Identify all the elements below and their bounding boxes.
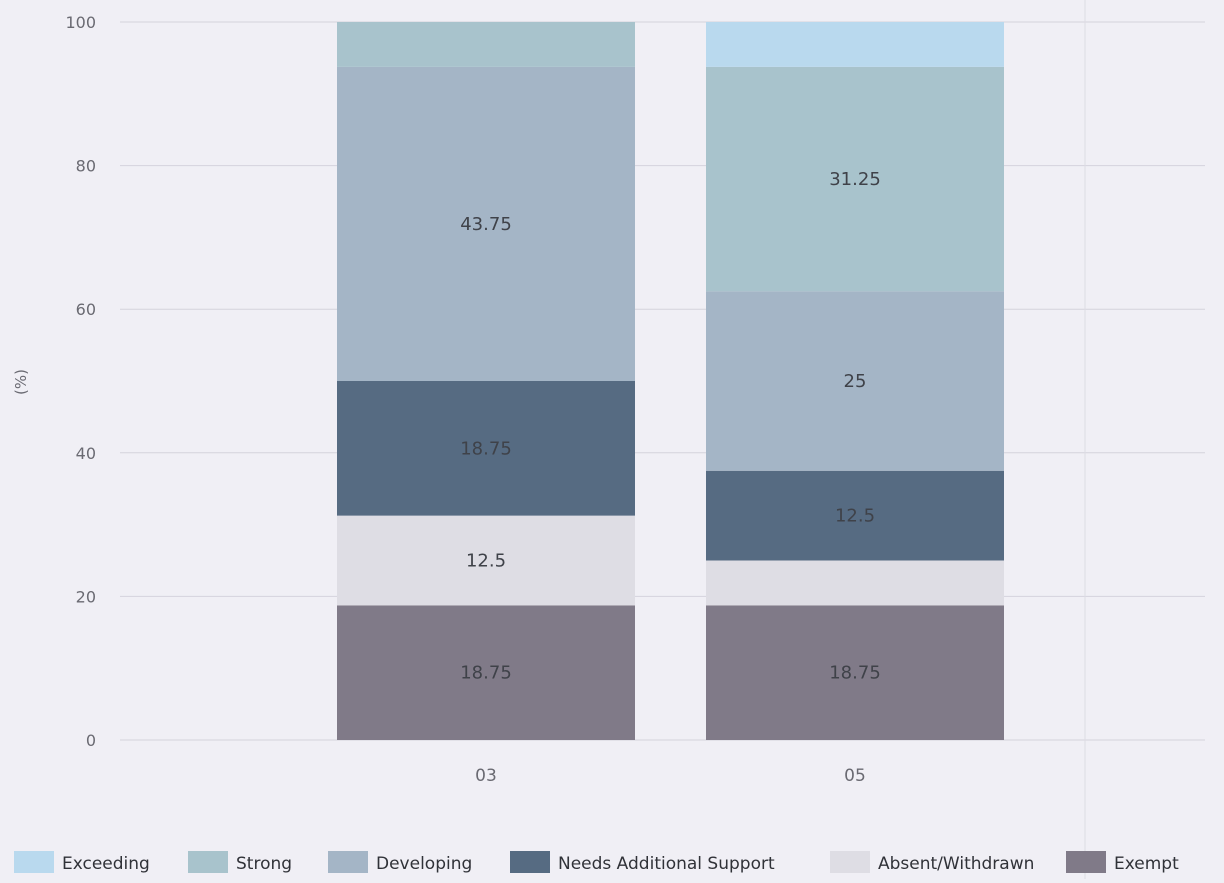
legend-swatch <box>188 851 228 873</box>
axes: (%) 0 20 40 60 80 100 03 05 <box>12 13 866 786</box>
y-tick-label: 20 <box>76 587 96 606</box>
legend-swatch <box>1066 851 1106 873</box>
bars <box>337 22 1004 740</box>
bar-segment-developing-03 <box>337 66 635 381</box>
legend-label: Strong <box>236 854 292 874</box>
bar-segment-needs-additional-support-03 <box>337 381 635 516</box>
legend-swatch <box>510 851 550 873</box>
y-tick-label: 0 <box>86 731 96 750</box>
data-label: 25 <box>844 371 867 392</box>
legend-swatch <box>14 851 54 873</box>
y-tick-label: 100 <box>65 13 96 32</box>
y-axis-title: (%) <box>12 369 30 395</box>
bar-segment-exempt-05 <box>706 605 1004 740</box>
legend-label: Developing <box>376 854 472 874</box>
data-labels: 18.75 12.5 18.75 43.75 18.75 12.5 25 31.25 <box>460 169 881 684</box>
y-tick-label: 40 <box>76 444 96 463</box>
data-label: 18.75 <box>460 438 512 459</box>
legend-label: Needs Additional Support <box>558 854 775 874</box>
bar-segment-strong-03 <box>337 22 635 67</box>
data-label: 12.5 <box>466 551 506 572</box>
x-category-label: 05 <box>844 766 866 786</box>
legend-label: Exempt <box>1114 854 1179 874</box>
legend: Exceeding Strong Developing Needs Additiona… <box>14 851 1179 874</box>
bar-segment-exceeding-05 <box>706 22 1004 67</box>
bar-segment-developing-05 <box>706 291 1004 471</box>
bar-segment-exempt-03 <box>337 605 635 740</box>
data-label: 12.5 <box>835 506 875 527</box>
legend-swatch <box>830 851 870 873</box>
data-label: 18.75 <box>829 663 881 684</box>
bar-segment-needs-additional-support-05 <box>706 470 1004 561</box>
data-label: 18.75 <box>460 663 512 684</box>
bar-segment-absent-withdrawn-03 <box>337 515 635 606</box>
gridlines <box>120 0 1205 879</box>
legend-label: Exceeding <box>62 854 150 874</box>
y-tick-label: 80 <box>76 157 96 176</box>
data-label: 43.75 <box>460 214 512 235</box>
bar-segment-strong-05 <box>706 66 1004 292</box>
data-label: 31.25 <box>829 169 881 190</box>
legend-swatch <box>328 851 368 873</box>
y-tick-label: 60 <box>76 300 96 319</box>
bar-segment-absent-withdrawn-05 <box>706 560 1004 606</box>
x-category-label: 03 <box>475 766 497 786</box>
legend-label: Absent/Withdrawn <box>878 854 1034 874</box>
